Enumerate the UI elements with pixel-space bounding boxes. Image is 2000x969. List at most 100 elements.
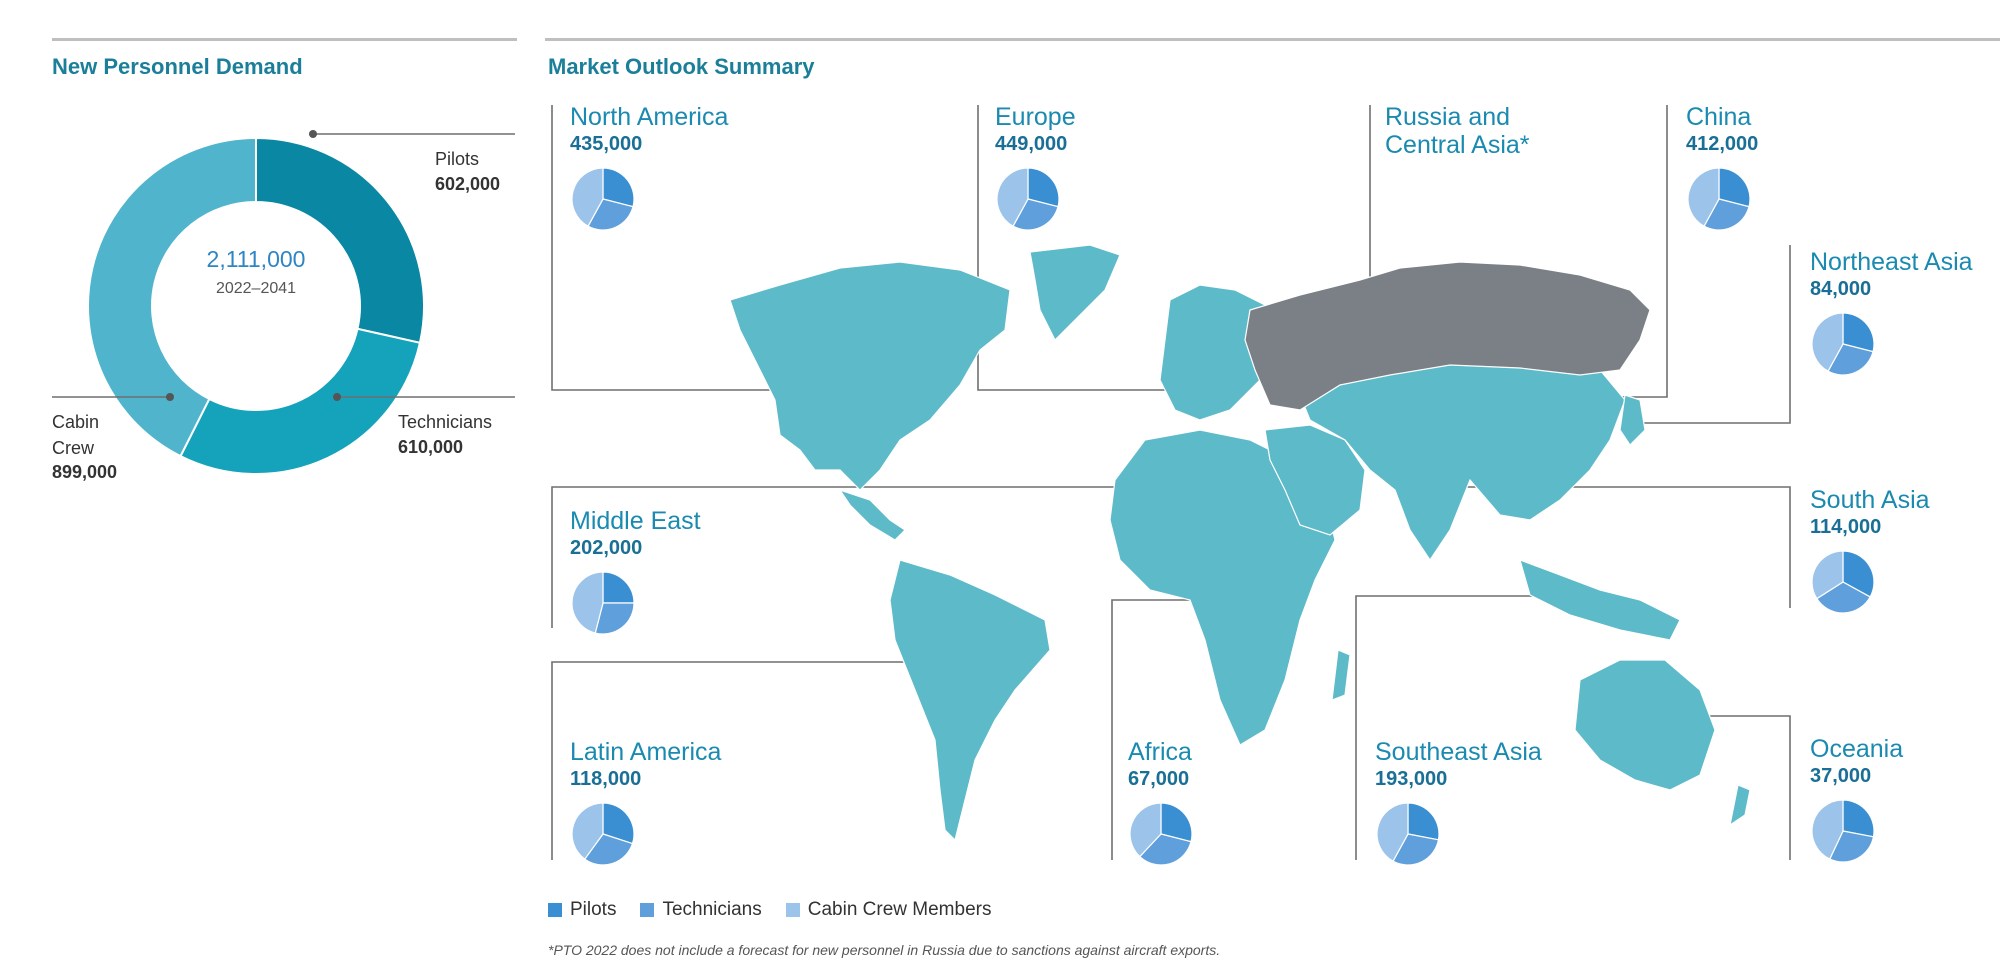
pie-slice-technicians xyxy=(1829,830,1875,863)
pie-slice-cabin-crew xyxy=(1687,167,1720,227)
pie-slice-cabin-crew xyxy=(571,571,604,634)
pie-slice-pilots xyxy=(602,167,635,208)
region-russia-central-asia: Russia and Central Asia* xyxy=(1385,103,1555,159)
region-northeast-asia: Northeast Asia 84,000 xyxy=(1810,248,1973,377)
donut-total: 2,111,000 xyxy=(206,246,306,272)
pie-slice-technicians xyxy=(583,833,634,866)
world-map xyxy=(729,244,1751,842)
region-pie xyxy=(1376,802,1440,866)
legend-label-technicians: Technicians xyxy=(662,899,762,920)
region-value: 412,000 xyxy=(1686,133,1759,155)
pie-slice-technicians xyxy=(1815,581,1871,614)
pie-slice-cabin-crew xyxy=(1811,550,1844,600)
region-latin-america: Latin America 118,000 xyxy=(570,738,721,867)
map-japan xyxy=(1619,394,1646,446)
legend: Pilots Technicians Cabin Crew Members xyxy=(548,899,1003,921)
region-pie xyxy=(996,167,1060,231)
region-value: 37,000 xyxy=(1810,765,1872,787)
pie-slice-pilots xyxy=(1842,799,1875,838)
region-name: South Asia xyxy=(1810,486,1930,514)
donut-slice-cabin-crew xyxy=(87,136,257,458)
region-name: China xyxy=(1686,103,1752,131)
personnel-demand-donut xyxy=(87,136,425,475)
region-name: Southeast Asia xyxy=(1375,738,1542,766)
map-europe xyxy=(1159,284,1266,421)
new-personnel-demand-heading: New Personnel Demand xyxy=(52,54,303,79)
region-africa: Africa 67,000 xyxy=(1128,738,1194,867)
legend-label-cabin-crew: Cabin Crew Members xyxy=(807,899,992,920)
pie-slice-pilots xyxy=(1160,802,1193,843)
region-name: Middle East xyxy=(570,507,701,535)
pie-slice-technicians xyxy=(594,602,635,635)
region-name: Latin America xyxy=(570,738,722,766)
pie-slice-cabin-crew xyxy=(571,802,604,860)
region-value: 67,000 xyxy=(1128,768,1190,790)
region-name: Oceania xyxy=(1810,735,1904,763)
map-middle-east xyxy=(1264,424,1366,536)
donut-label-technicians: Technicians xyxy=(398,412,493,432)
pie-slice-cabin-crew xyxy=(1811,312,1844,372)
donut-slice-technicians xyxy=(179,327,422,475)
legend-item-pilots: Pilots xyxy=(548,899,616,921)
region-oceania: Oceania 37,000 xyxy=(1810,735,1903,864)
region-pie xyxy=(571,571,635,635)
map-australia xyxy=(1574,659,1716,791)
map-central-america xyxy=(838,488,906,541)
pie-slice-technicians xyxy=(1138,833,1192,866)
footnote: *PTO 2022 does not include a forecast fo… xyxy=(548,942,1221,958)
pie-slice-cabin-crew xyxy=(996,167,1029,227)
legend-swatch-pilots xyxy=(548,903,562,917)
map-new-zealand xyxy=(1729,784,1751,827)
region-south-asia: South Asia 114,000 xyxy=(1810,486,1930,615)
region-name: Northeast Asia xyxy=(1810,248,1973,276)
pie-slice-pilots xyxy=(1027,167,1060,208)
region-pie xyxy=(1129,802,1193,866)
region-name: North America xyxy=(570,103,729,131)
region-north-america: North America 435,000 xyxy=(570,103,728,232)
donut-value-cabin-crew: 899,000 xyxy=(52,462,118,482)
pie-slice-pilots xyxy=(1718,167,1751,208)
donut-label-cabin-crew: Cabin Crew xyxy=(52,412,100,458)
right-top-rule xyxy=(545,38,2000,41)
region-pie xyxy=(1811,550,1875,614)
region-europe: Europe 449,000 xyxy=(995,103,1076,232)
region-pie xyxy=(1811,799,1875,863)
pie-slice-pilots xyxy=(1842,312,1875,353)
region-pie xyxy=(1687,167,1751,231)
region-value: 435,000 xyxy=(570,133,643,155)
left-top-rule xyxy=(52,38,517,41)
legend-item-cabin-crew: Cabin Crew Members xyxy=(785,899,992,921)
region-value: 193,000 xyxy=(1375,768,1448,790)
donut-period: 2022–2041 xyxy=(215,280,297,297)
donut-label-pilots: Pilots xyxy=(435,149,480,169)
pie-slice-pilots xyxy=(1842,550,1875,598)
region-value: 202,000 xyxy=(570,537,643,559)
donut-value-pilots: 602,000 xyxy=(435,174,501,194)
pie-slice-cabin-crew xyxy=(1129,802,1162,858)
donut-slice-pilots xyxy=(255,136,425,345)
region-value: 84,000 xyxy=(1810,278,1872,300)
region-pie xyxy=(1811,312,1875,376)
pie-slice-pilots xyxy=(602,571,635,604)
pie-slice-pilots xyxy=(602,802,635,845)
region-value: 114,000 xyxy=(1810,516,1882,538)
map-madagascar xyxy=(1331,649,1351,701)
region-pie xyxy=(571,167,635,231)
donut-value-technicians: 610,000 xyxy=(398,437,464,457)
pie-slice-pilots xyxy=(1407,802,1440,841)
region-value: 449,000 xyxy=(995,133,1068,155)
region-value: 118,000 xyxy=(570,768,642,790)
region-name: Africa xyxy=(1128,738,1192,766)
legend-swatch-technicians xyxy=(640,903,655,917)
region-name: Russia and Central Asia* xyxy=(1385,103,1530,159)
region-pie xyxy=(571,802,635,866)
legend-label-pilots: Pilots xyxy=(570,899,617,920)
pie-slice-cabin-crew xyxy=(571,167,604,227)
region-middle-east: Middle East 202,000 xyxy=(570,507,701,636)
market-outlook-heading: Market Outlook Summary xyxy=(548,54,815,79)
map-greenland xyxy=(1029,244,1121,342)
legend-item-technicians: Technicians xyxy=(640,899,762,921)
pie-slice-cabin-crew xyxy=(1811,799,1844,860)
region-china: China 412,000 xyxy=(1686,103,1758,232)
pie-slice-cabin-crew xyxy=(1376,802,1409,862)
